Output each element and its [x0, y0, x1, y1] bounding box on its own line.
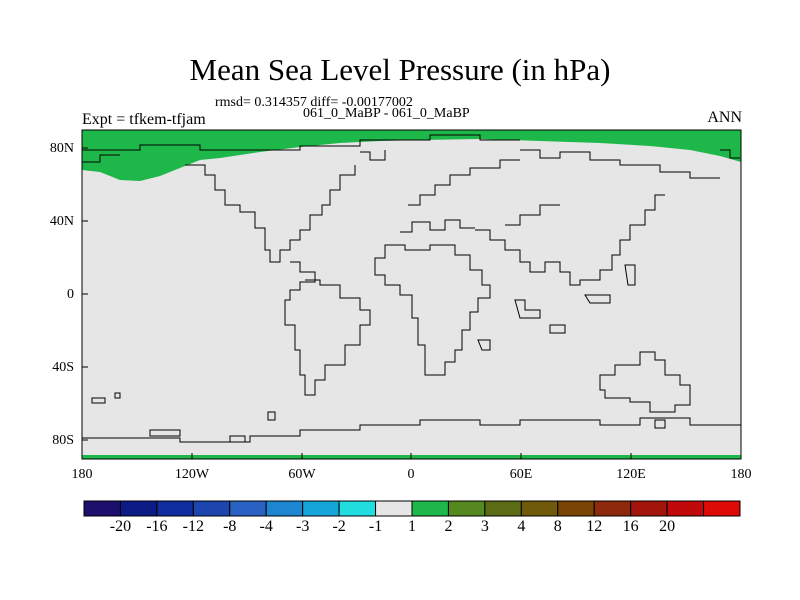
- lon-label-120w: 120W: [174, 467, 210, 482]
- lat-label-0: 0: [67, 287, 74, 302]
- colorbar-label: -4: [259, 518, 273, 535]
- colorbar-label: 16: [622, 518, 639, 535]
- colorbar-label: -3: [295, 518, 310, 535]
- colorbar-box: [593, 500, 632, 517]
- colorbar-label: -12: [182, 518, 204, 535]
- colorbar-label: -1: [368, 518, 383, 535]
- coastlines: [82, 134, 741, 443]
- colorbar-box: [119, 500, 158, 517]
- colorbar-box: [557, 500, 595, 517]
- colorbar-box: [703, 500, 741, 517]
- colorbar-label: 8: [553, 518, 562, 535]
- colorbar-label: -2: [332, 518, 346, 535]
- lon-label-60w: 60W: [288, 467, 316, 482]
- colorbar-label: -16: [146, 518, 168, 535]
- lat-label-80n: 80N: [49, 141, 74, 156]
- colorbar-label: -8: [223, 518, 237, 535]
- colorbar-label: 4: [517, 518, 526, 535]
- comparison-label: 061_0_MaBP - 061_0_MaBP: [303, 106, 470, 121]
- lon-label-120e: 120E: [616, 467, 646, 482]
- colorbar-box: [302, 500, 340, 517]
- colorbar-box: [229, 500, 267, 517]
- colorbar-box: [630, 500, 668, 517]
- colorbar-label: -20: [109, 518, 132, 535]
- colorbar-label: 12: [586, 518, 603, 535]
- colorbar-label: 20: [659, 518, 676, 535]
- season-label: ANN: [707, 109, 742, 126]
- lon-label-60e: 60E: [509, 467, 533, 482]
- colorbar-label: 3: [480, 518, 489, 535]
- plot-title: Mean Sea Level Pressure (in hPa): [189, 52, 611, 87]
- colorbar: [83, 500, 741, 517]
- lon-label-0: 0: [407, 467, 415, 482]
- lon-label-180e: 180: [730, 467, 752, 482]
- colorbar-label: 1: [408, 518, 416, 535]
- experiment-label: Expt = tfkem-tfjam: [82, 111, 206, 128]
- colorbar-box: [447, 500, 486, 517]
- colorbar-box: [156, 500, 194, 517]
- colorbar-box: [411, 500, 449, 517]
- lat-label-40s: 40S: [52, 360, 74, 375]
- colorbar-box: [265, 500, 304, 517]
- map-frame: [81, 129, 742, 460]
- lat-label-80s: 80S: [52, 433, 74, 448]
- stats-line: rmsd= 0.314357 diff= -0.00177002: [215, 95, 413, 110]
- positive-anomaly-north: [82, 130, 741, 181]
- colorbar-box: [375, 500, 413, 517]
- lat-label-40n: 40N: [49, 214, 74, 229]
- lon-label-180w: 180: [71, 467, 93, 482]
- colorbar-label: 2: [444, 518, 453, 535]
- colorbar-box: [83, 500, 121, 517]
- colorbar-box: [484, 500, 522, 517]
- colorbar-box: [338, 500, 377, 517]
- colorbar-box: [666, 500, 705, 517]
- colorbar-box: [192, 500, 231, 517]
- colorbar-box: [520, 500, 559, 517]
